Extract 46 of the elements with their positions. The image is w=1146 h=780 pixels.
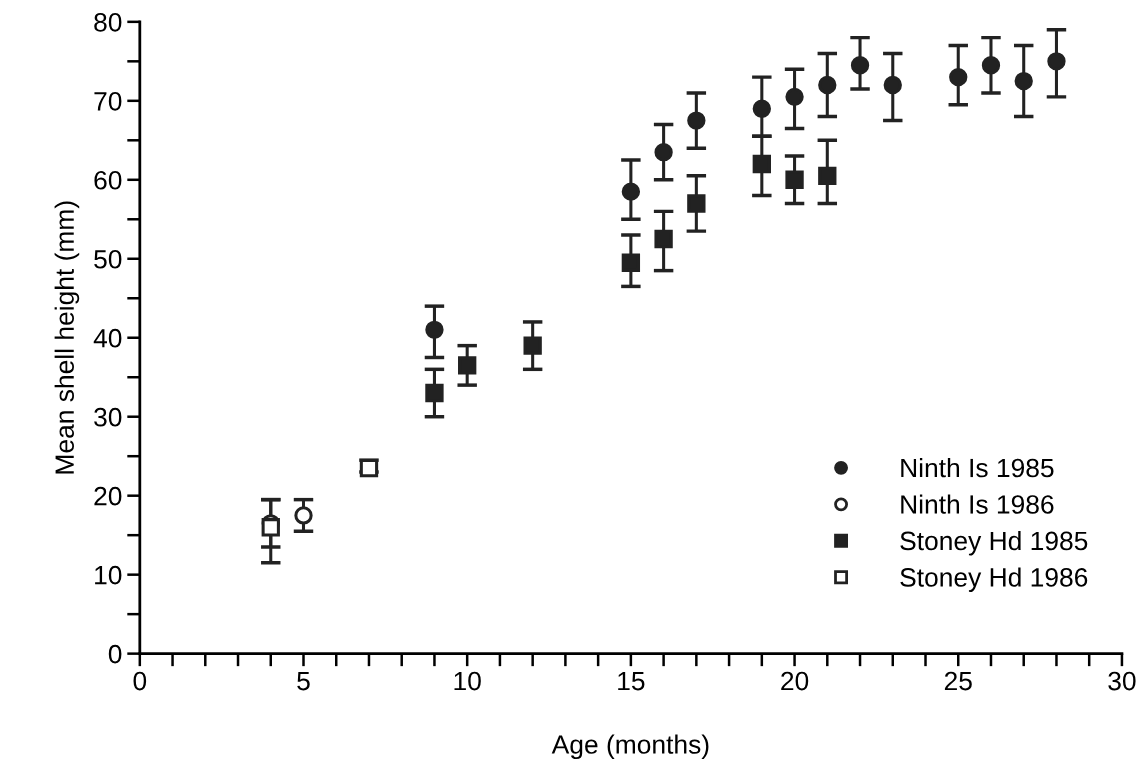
x-tick-label: 30 [1108, 671, 1136, 691]
point [1047, 52, 1066, 71]
y-tick-label: 40 [93, 328, 122, 348]
point [785, 87, 804, 107]
x-tick-label: 10 [454, 671, 481, 691]
x-tick-label: 15 [618, 671, 645, 691]
y-tick-label: 80 [94, 12, 122, 32]
point [818, 75, 837, 95]
point [818, 166, 837, 186]
y-tick-label: 20 [94, 486, 122, 506]
point [523, 336, 542, 355]
y-tick-label: 60 [94, 170, 122, 190]
point [621, 253, 641, 272]
legend-label: Stoney Hd 1986 [900, 567, 1088, 592]
y-axis-title: Mean shell height (mm) [54, 201, 80, 474]
point [883, 75, 902, 95]
legend-label: Ninth Is 1985 [901, 457, 1054, 478]
point [1014, 71, 1033, 91]
x-tick-label: 25 [944, 671, 972, 691]
x-tick-label: 5 [297, 671, 310, 691]
point [425, 320, 444, 340]
y-tick-label: 50 [94, 249, 122, 269]
x-axis-title: Age (months) [551, 734, 709, 760]
point [425, 383, 444, 403]
point [981, 56, 1001, 75]
point [261, 518, 280, 537]
x-tick-label: 0 [133, 671, 147, 691]
x-tick-label: 20 [781, 671, 809, 691]
point [654, 142, 673, 162]
point [752, 99, 771, 118]
point [458, 356, 477, 375]
point [785, 170, 804, 189]
point [850, 56, 870, 75]
point [294, 506, 313, 525]
point [687, 111, 706, 130]
y-tick-label: 10 [95, 565, 122, 585]
legend-label: Ninth Is 1986 [901, 494, 1054, 514]
legend-label: Stoney Hd 1985 [900, 530, 1088, 556]
y-tick-label: 0 [108, 644, 122, 664]
point [949, 67, 968, 87]
point [621, 182, 641, 201]
point [752, 154, 771, 174]
y-tick-label: 70 [94, 91, 122, 111]
point [654, 229, 673, 249]
point [687, 194, 706, 213]
y-tick-label: 30 [94, 407, 122, 427]
